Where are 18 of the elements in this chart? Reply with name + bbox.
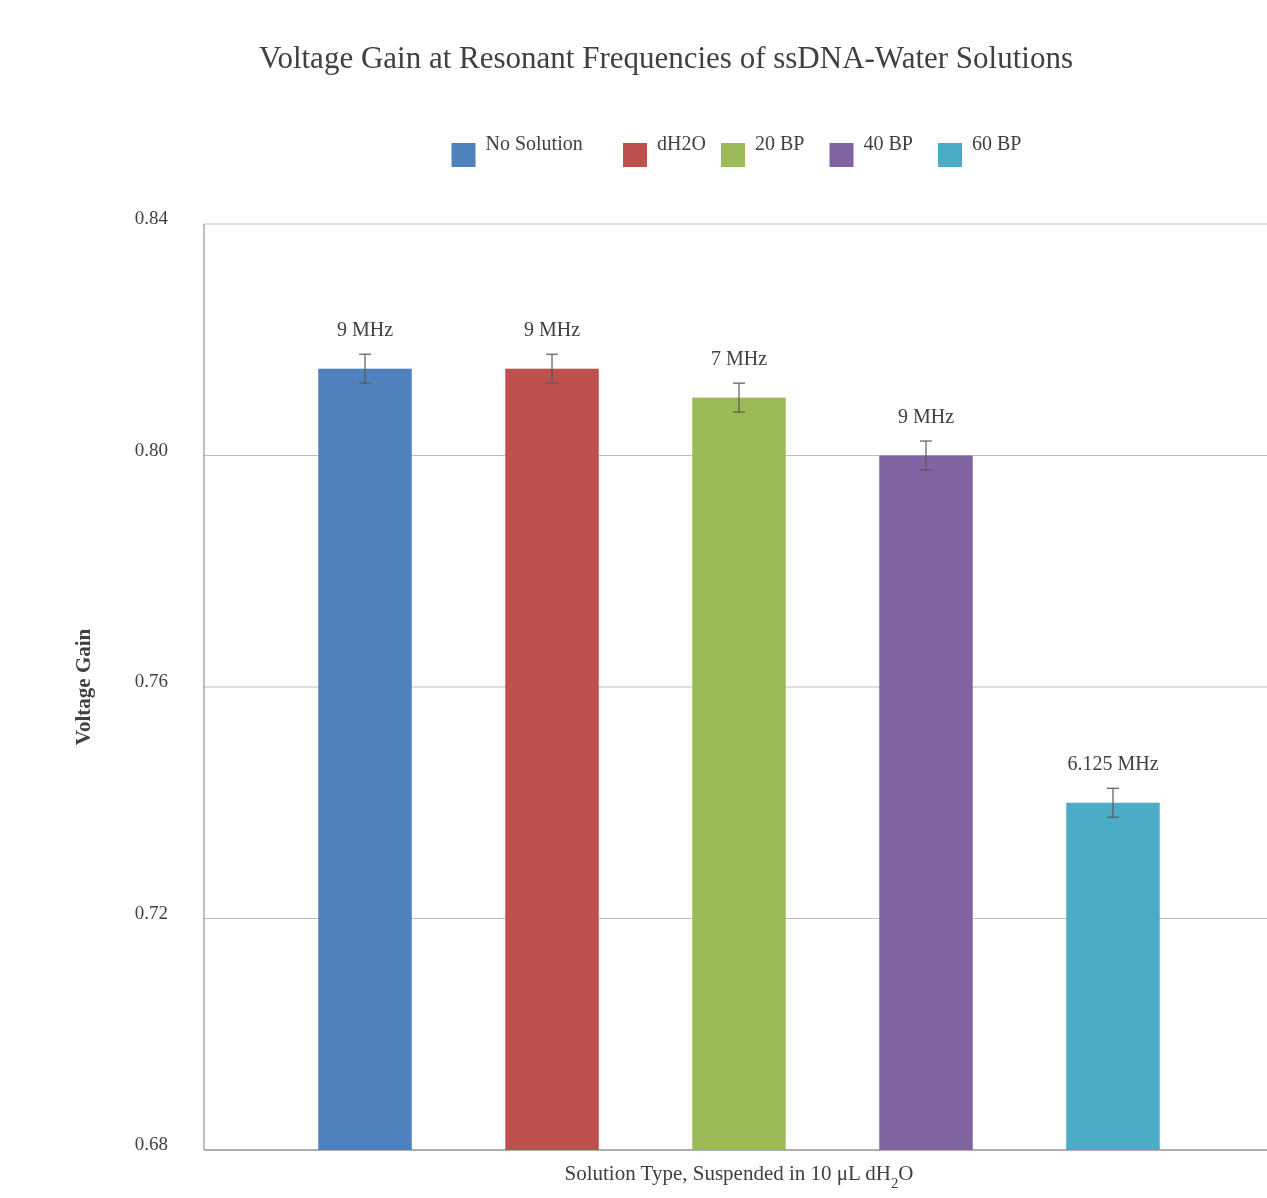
y-tick-label: 0.76 [134, 670, 168, 692]
legend-label: 20 BP [755, 132, 805, 154]
y-axis-title: Voltage Gain [71, 628, 95, 746]
legend-label: dH2O [657, 132, 706, 154]
legend-label: No Solution [485, 132, 583, 154]
annotation: 7 MHz [710, 347, 768, 370]
y-tick-label: 0.80 [134, 438, 168, 460]
x-axis-title: Solution Type, Suspended in 10 μL dH$_{2}$O [564, 1161, 914, 1191]
annotation: 9 MHz [336, 318, 394, 341]
annotation: 6.125 MHz [1067, 752, 1159, 775]
legend-label: 40 BP [863, 132, 913, 154]
annotation: 9 MHz [523, 318, 581, 341]
y-tick-label: 0.68 [134, 1133, 168, 1155]
annotation: 9 MHz [897, 405, 955, 428]
y-tick-label: 0.72 [134, 901, 168, 923]
chart-title: Voltage Gain at Resonant Frequencies of ssDNA-Water Solutions [259, 40, 1073, 75]
y-tick-label: 0.84 [134, 207, 169, 229]
legend-label: 60 BP [972, 132, 1022, 154]
